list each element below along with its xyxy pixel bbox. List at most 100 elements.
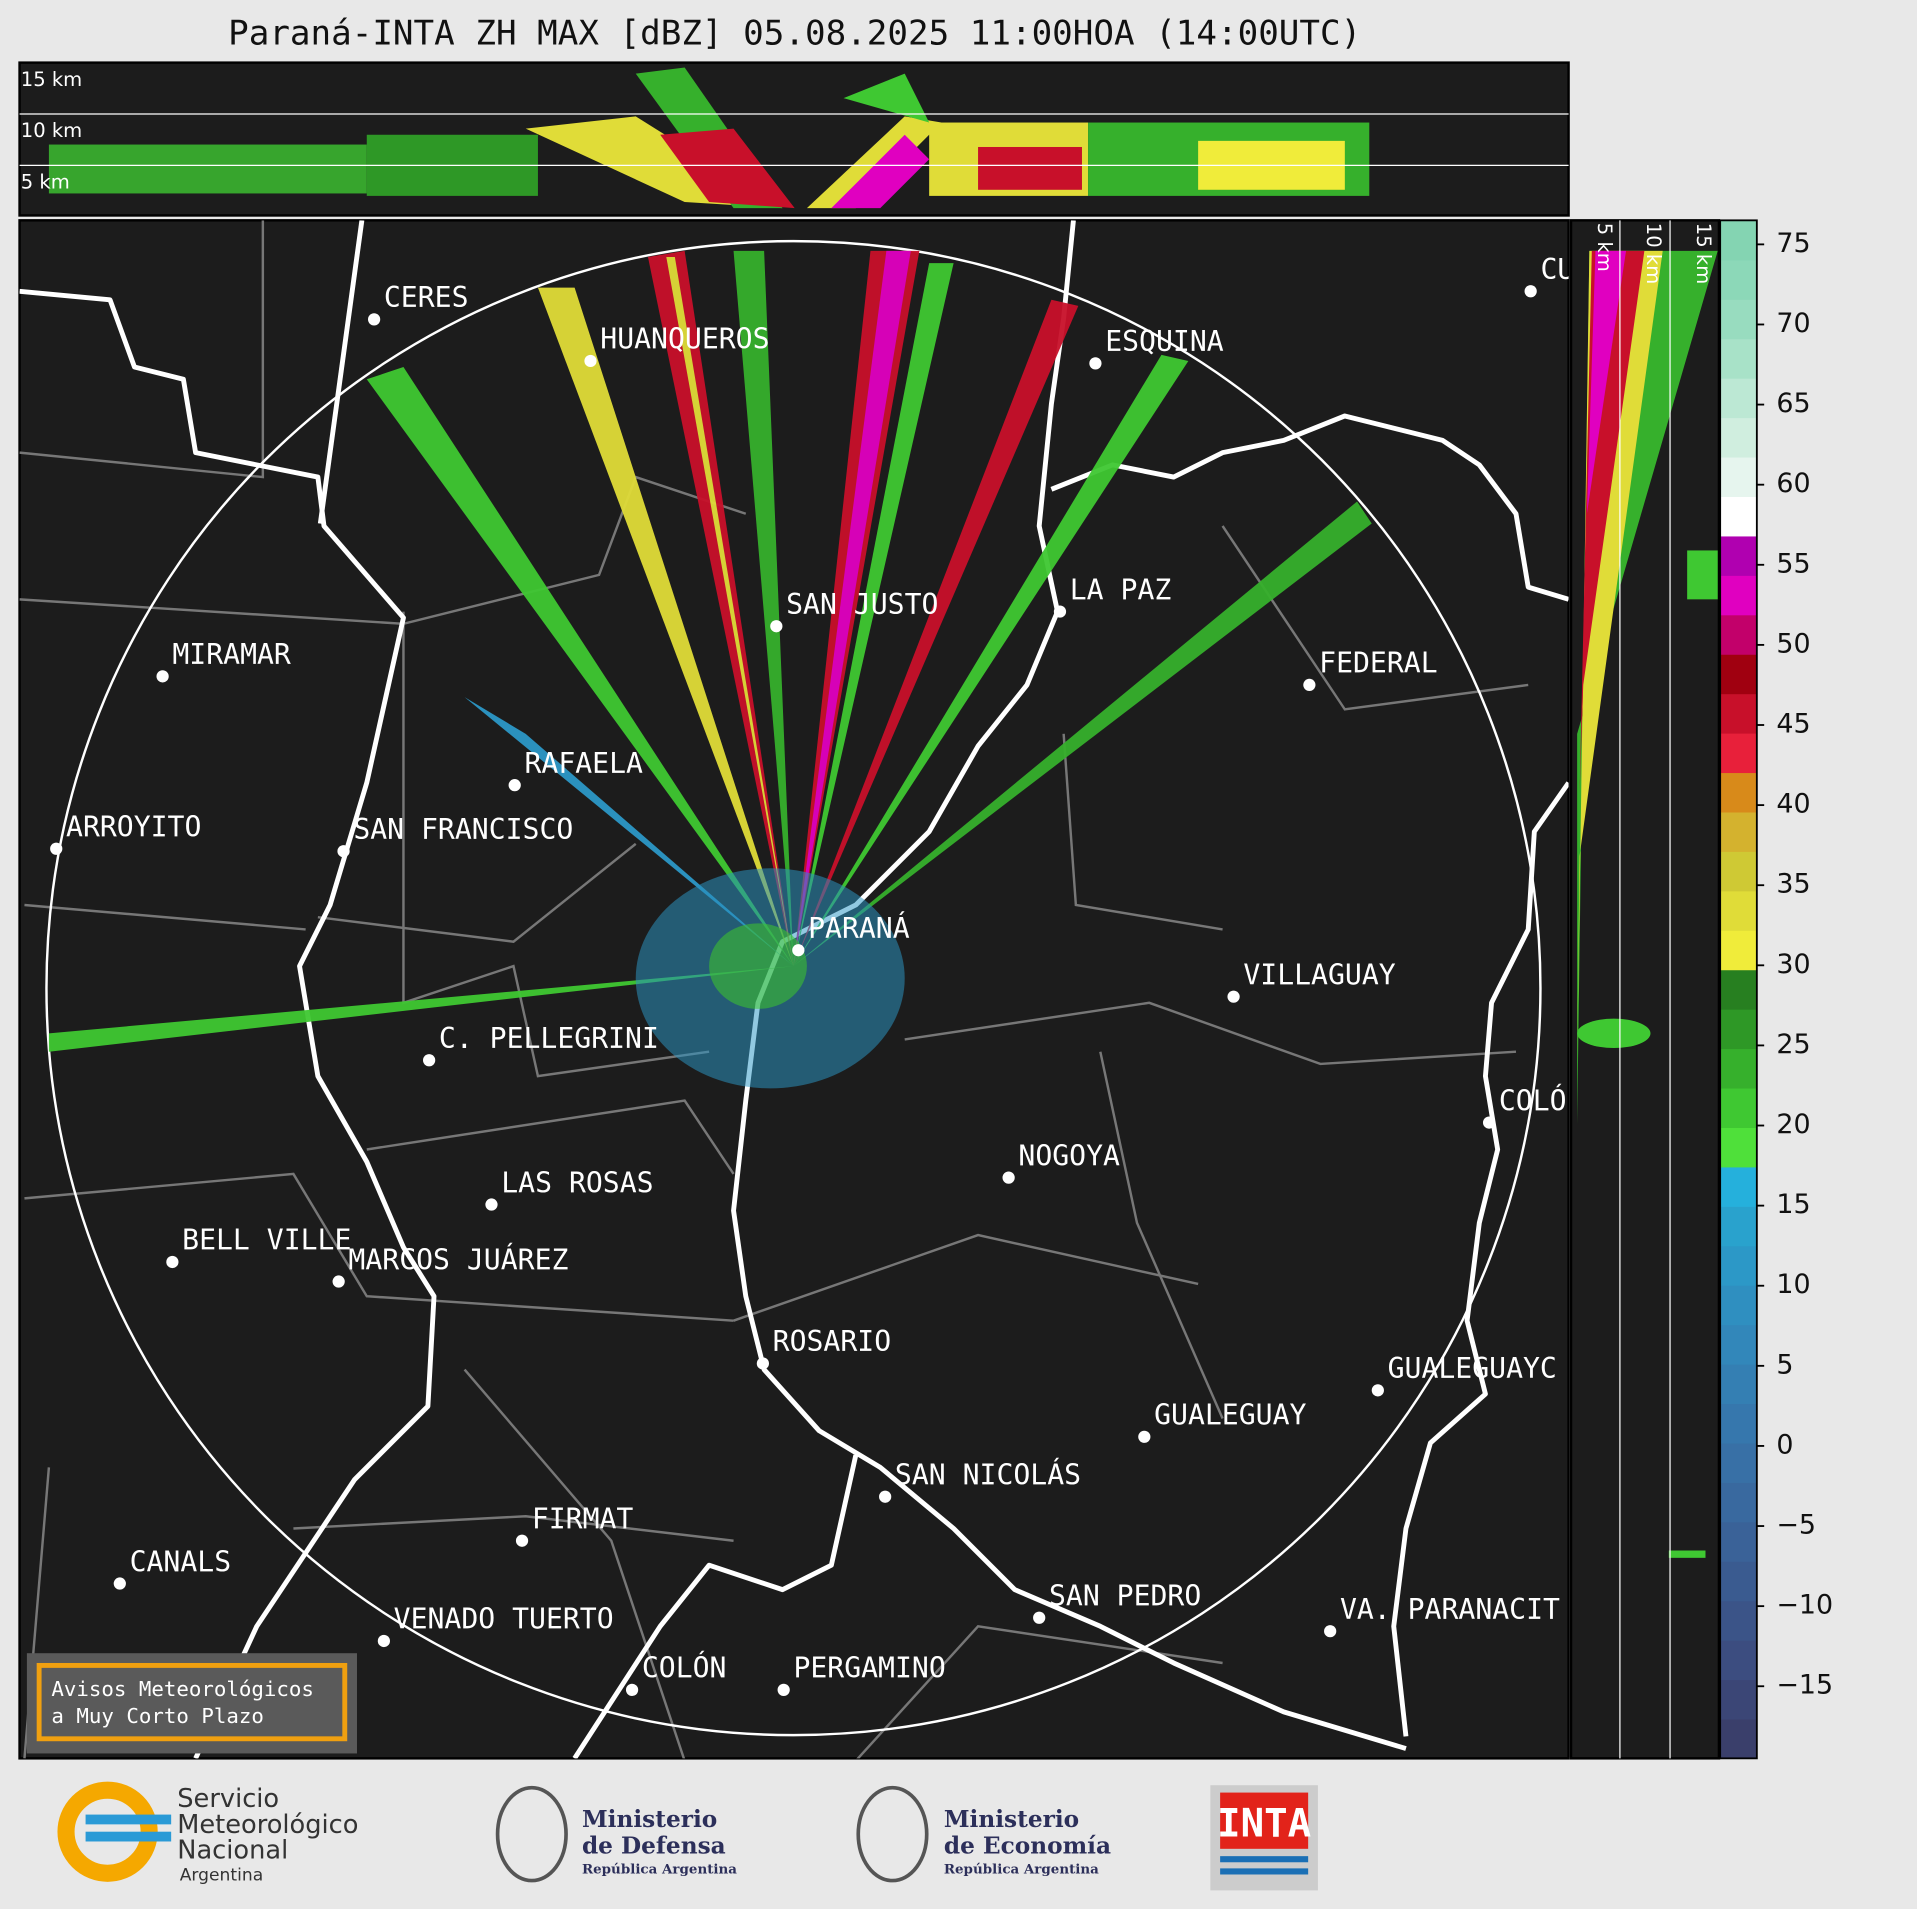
color-band <box>1720 575 1757 616</box>
color-band <box>1720 1403 1757 1444</box>
color-band <box>1720 1442 1757 1483</box>
city-label: SAN NICOLÁS <box>895 1457 1081 1491</box>
color-band <box>1720 1206 1757 1247</box>
logo-text: de Defensa <box>582 1833 726 1860</box>
city-label: BELL VILLE <box>182 1224 351 1257</box>
colorbar-tick-label: 25 <box>1776 1029 1810 1060</box>
city-dot <box>377 1634 391 1648</box>
color-band <box>1720 496 1757 537</box>
city-dot <box>113 1577 126 1590</box>
height-label: 10 km <box>21 119 82 142</box>
colorbar-tick-label: 60 <box>1776 468 1810 499</box>
color-band <box>1720 456 1757 498</box>
logo-text: Ministerio <box>582 1806 717 1833</box>
color-band <box>1720 1363 1757 1405</box>
city-label: VILLAGUAY <box>1243 958 1395 991</box>
city-dot <box>1524 285 1537 298</box>
notice-line: Avisos Meteorológicos <box>51 1677 314 1701</box>
city-dot <box>156 670 169 683</box>
city-dot <box>1089 357 1102 370</box>
color-band <box>1720 1521 1757 1562</box>
color-band <box>1720 1324 1757 1365</box>
colorbar-tick-label: 0 <box>1776 1429 1793 1460</box>
colorbar-tick-label: 20 <box>1776 1109 1810 1140</box>
city-dot <box>1053 605 1067 618</box>
city-dot <box>777 1683 790 1696</box>
city-label: MIRAMAR <box>172 638 291 671</box>
color-band <box>1720 417 1757 458</box>
city-dot <box>332 1275 345 1288</box>
colorbar-tick-label: 70 <box>1776 308 1810 339</box>
smn-logo: Servicio Meteorológico Nacional Argentin… <box>57 1781 358 1886</box>
city-dot <box>1371 1384 1384 1397</box>
color-band <box>1720 733 1757 774</box>
height-label: 10 km <box>1642 223 1665 284</box>
logo-text: Nacional <box>177 1836 288 1866</box>
city-dot <box>584 354 597 368</box>
height-label: 15 km <box>21 68 82 91</box>
city-label: GUALEGUAYC <box>1388 1352 1557 1385</box>
city-label: SAN FRANCISCO <box>353 813 573 846</box>
colorbar-tick-label: 55 <box>1776 548 1810 579</box>
city-label: ARROYITO <box>66 811 201 844</box>
city-label: CERES <box>384 281 469 314</box>
city-dot <box>1482 1116 1496 1129</box>
city-dot <box>508 779 521 792</box>
cities: CERES HUANQUEROS ESQUINA CU SAN JUSTO LA PAZ M… <box>50 253 1574 1696</box>
logo-text: República Argentina <box>582 1861 737 1877</box>
colorbar-tick-label: 50 <box>1776 628 1810 659</box>
logo-text: Ministerio <box>944 1806 1079 1833</box>
color-band <box>1720 772 1757 813</box>
city-dot <box>367 313 381 326</box>
city-dot <box>1002 1171 1015 1184</box>
city-dot <box>1324 1625 1337 1638</box>
colorbar-frame <box>1719 219 1758 1760</box>
city-dot <box>625 1683 639 1696</box>
notice: Avisos Meteorológicos a Muy Corto Plazo <box>26 1653 357 1754</box>
city-label: RAFAELA <box>524 747 643 780</box>
city-dot <box>337 845 350 858</box>
city-dot <box>1138 1430 1151 1443</box>
logo-text: Argentina <box>180 1866 263 1886</box>
city-dot <box>770 620 783 633</box>
city-dot <box>1303 678 1316 692</box>
city-dot <box>50 842 63 855</box>
city-dot <box>166 1255 179 1269</box>
color-band <box>1720 1640 1757 1681</box>
city-label: COLÓ <box>1499 1083 1567 1117</box>
color-band <box>1720 299 1757 340</box>
notice-line: a Muy Corto Plazo <box>51 1704 264 1728</box>
city-label: CU <box>1540 253 1574 286</box>
city-dot <box>756 1357 770 1370</box>
color-band <box>1720 1600 1757 1641</box>
footer: Servicio Meteorológico Nacional Argentin… <box>57 1781 1318 1891</box>
top-panel: 15 km 10 km 5 km <box>18 61 1570 217</box>
city-label: PERGAMINO <box>793 1652 945 1685</box>
city-label: SAN JUSTO <box>786 588 938 621</box>
city-label: C. PELLEGRINI <box>439 1022 659 1055</box>
colorbar-tick-label: 35 <box>1776 869 1810 900</box>
colorbar-tick-label: 40 <box>1776 789 1810 820</box>
color-band <box>1720 1561 1757 1602</box>
height-label: 5 km <box>1593 223 1616 272</box>
color-band <box>1720 259 1757 300</box>
color-band <box>1720 1127 1757 1168</box>
color-band <box>1720 220 1757 261</box>
color-band <box>1720 1718 1757 1759</box>
colorbar-tick-label: −5 <box>1776 1510 1816 1541</box>
logo-text: de Economía <box>944 1833 1111 1860</box>
city-label: LA PAZ <box>1070 573 1172 606</box>
defensa-logo: Ministerio de Defensa República Argentin… <box>495 1785 737 1883</box>
colorbar-tick-label: 15 <box>1776 1189 1810 1220</box>
color-band <box>1720 1048 1757 1089</box>
city-label: PARANÁ <box>808 911 910 945</box>
color-band <box>1720 969 1757 1010</box>
city-label: VENADO TUERTO <box>394 1603 614 1636</box>
color-band <box>1720 1009 1757 1050</box>
color-band <box>1720 1166 1757 1207</box>
city-label: MARCOS JUÁREZ <box>348 1242 568 1276</box>
city-dot <box>515 1534 529 1547</box>
city-dot <box>879 1490 892 1503</box>
